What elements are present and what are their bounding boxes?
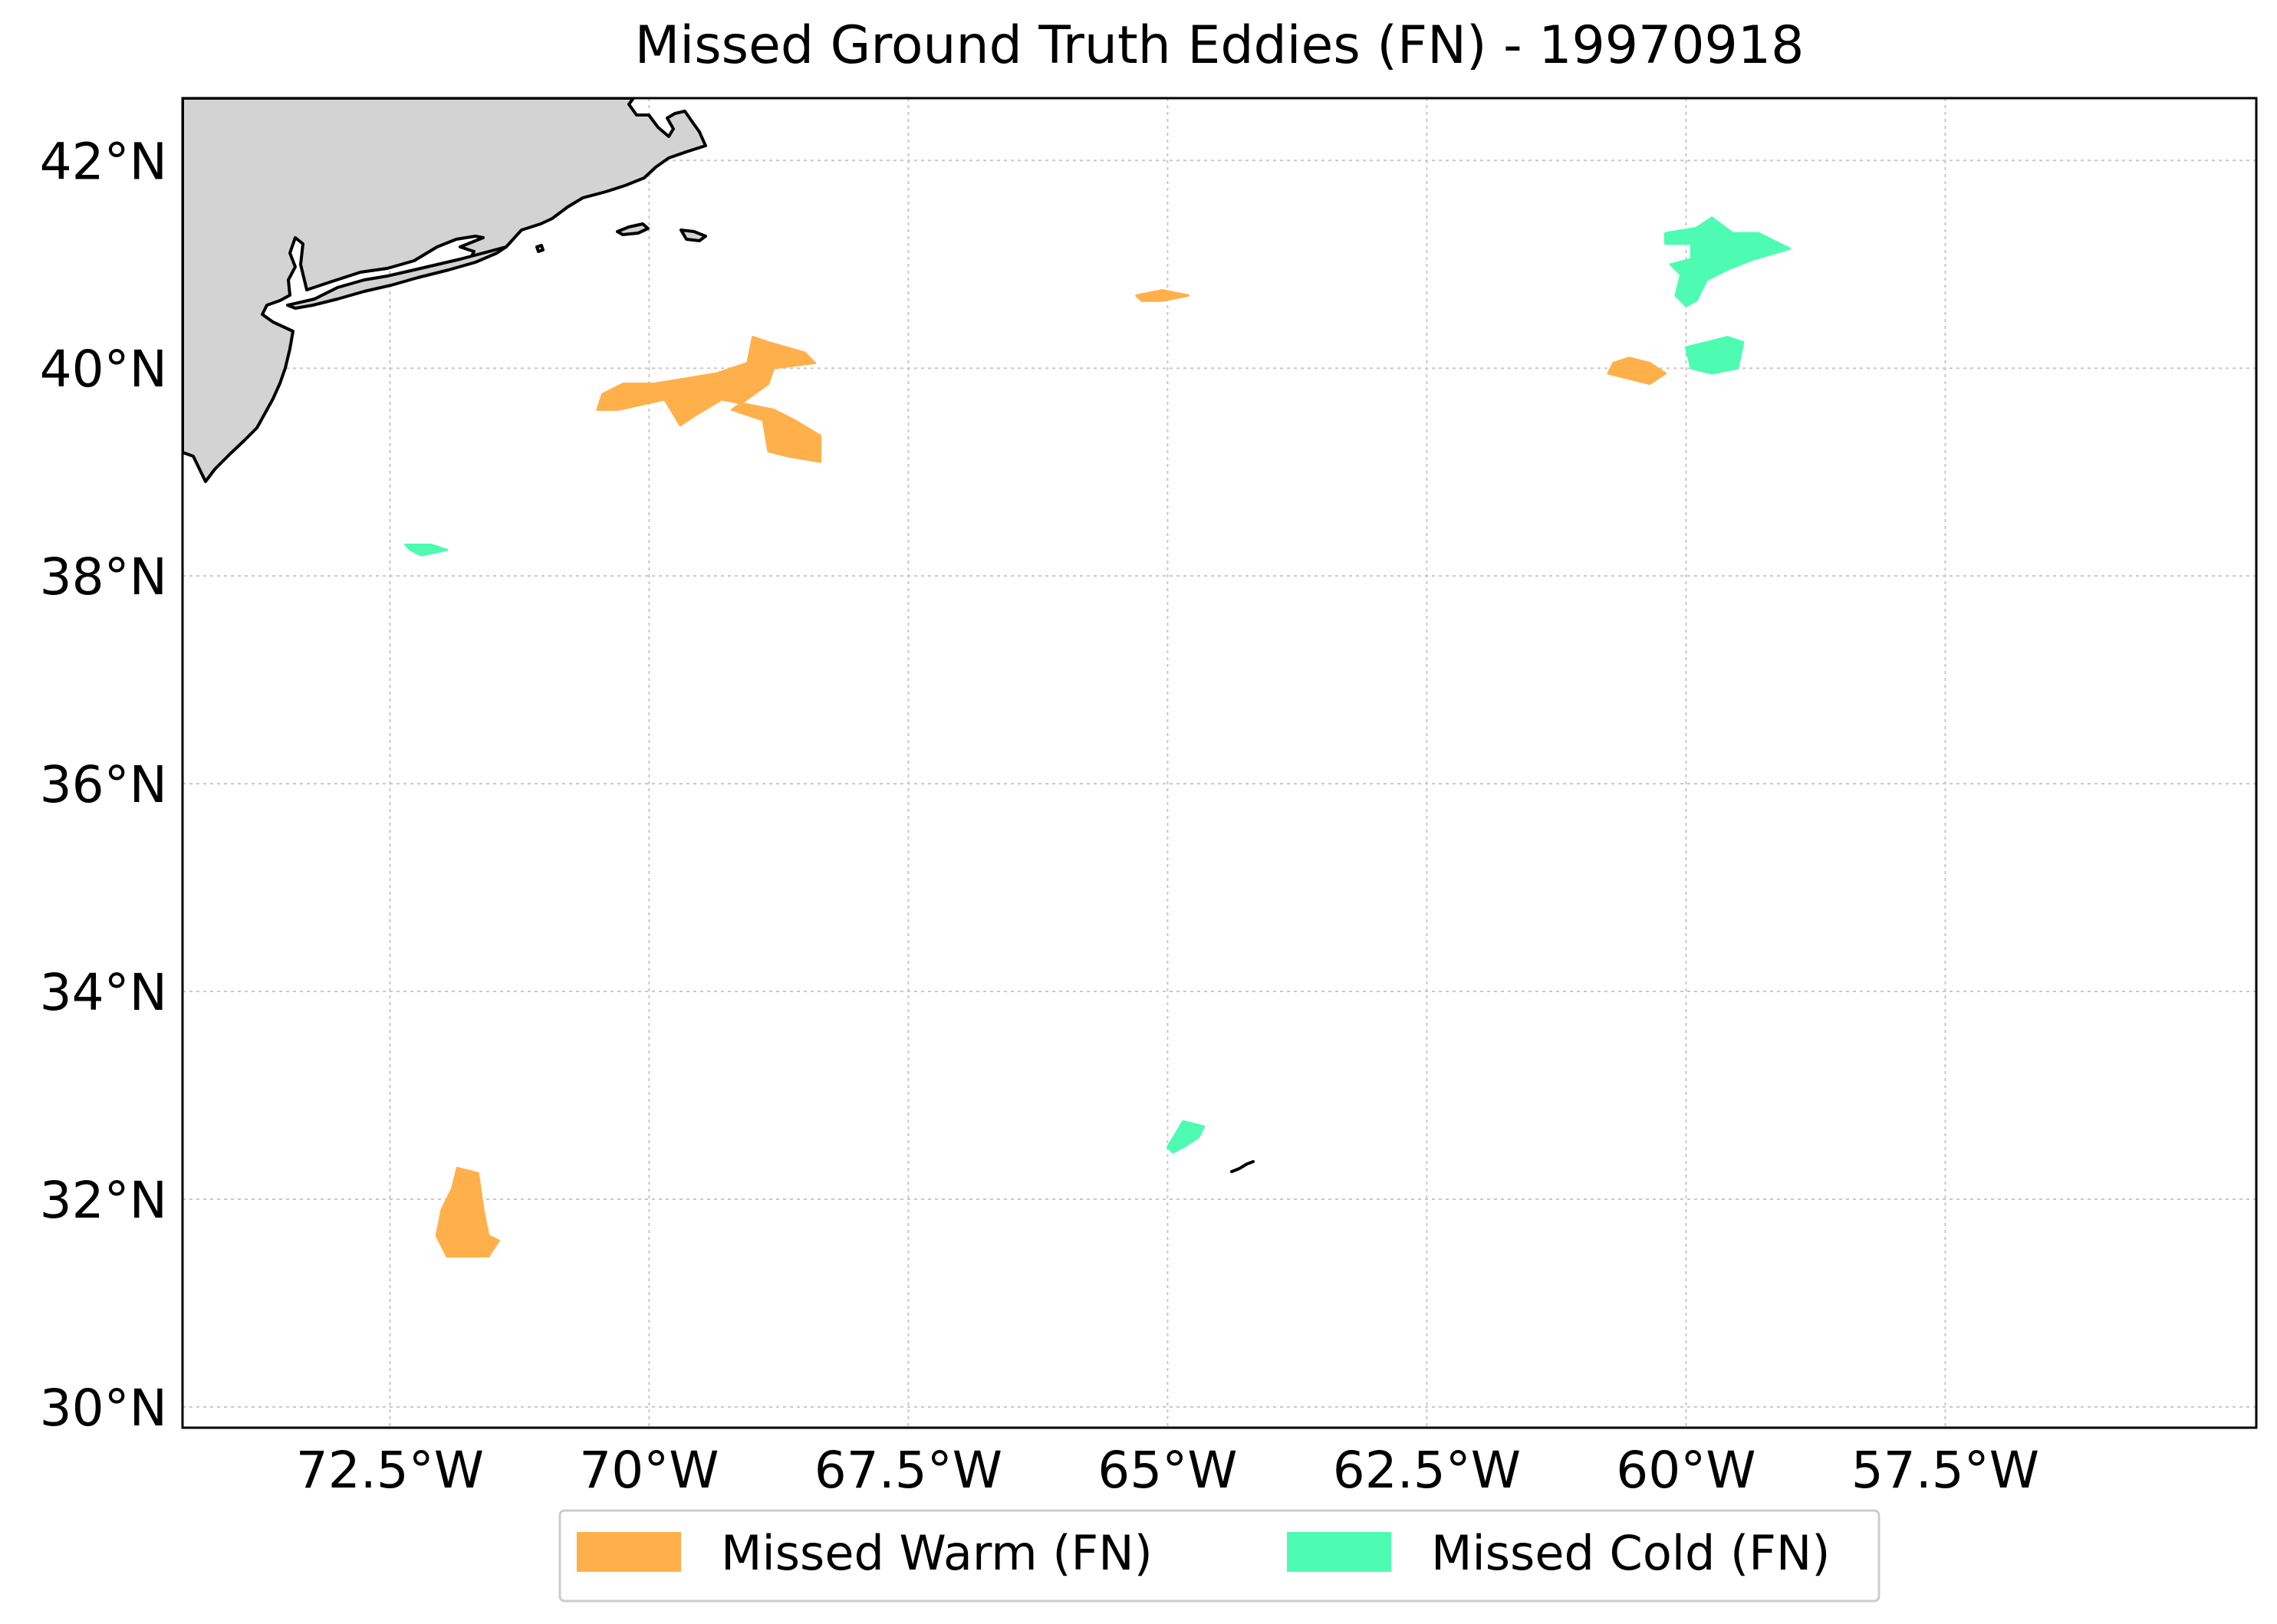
land-islands [616,222,650,236]
legend-frame [558,1509,1880,1603]
lon-tick-label-2: 67.5°W [814,1441,1002,1500]
warm-eddy-2 [1607,357,1667,385]
warm-eddy-3 [435,1166,500,1257]
legend-swatch-cold [1287,1532,1391,1572]
bermuda-coast [1230,1160,1255,1173]
cold-eddy-5 [1684,336,1745,375]
cold-eddy-6 [404,544,449,557]
cold-eddy-4 [1663,216,1792,307]
warm-eddy-1 [1135,289,1190,302]
lat-tick-label-2: 38°N [40,547,167,607]
ocean-background [183,98,2256,1428]
land-mainland [183,98,707,483]
lon-tick-label-4: 62.5°W [1333,1441,1521,1500]
lon-tick-label-6: 57.5°W [1851,1441,2039,1500]
lat-tick-label-5: 32°N [40,1171,167,1230]
longitude-tick-labels: 72.5°W 70°W 67.5°W 65°W 62.5°W 60°W 57.5°W [296,1441,2039,1500]
legend-label-cold: Missed Cold (FN) [1431,1525,1830,1581]
lat-tick-label-0: 42°N [40,132,167,191]
eddy-layer [404,216,1792,1257]
map-plot-area [181,97,2258,1429]
lat-tick-label-6: 30°N [40,1379,167,1438]
legend-label-warm: Missed Warm (FN) [721,1525,1153,1581]
land-block-island [535,244,545,253]
lon-tick-label-3: 65°W [1097,1441,1237,1500]
lon-tick-label-5: 60°W [1616,1441,1755,1500]
legend-swatch-warm [577,1532,681,1572]
map-frame [181,97,2258,1429]
legend: Missed Warm (FN) Missed Cold (FN) [558,1509,1880,1603]
land-nantucket [679,228,707,242]
land-long-island [286,245,508,310]
lat-tick-label-3: 36°N [40,755,167,814]
lat-tick-label-4: 34°N [40,963,167,1022]
chart-title: Missed Ground Truth Eddies (FN) - 199709… [635,15,1805,76]
lat-tick-label-1: 40°N [40,340,167,399]
lon-tick-label-1: 70°W [579,1441,719,1500]
gridlines [183,98,2256,1428]
cold-eddy-7 [1166,1119,1206,1154]
latitude-tick-labels: 42°N 40°N 38°N 36°N 34°N 32°N 30°N [40,132,167,1438]
lon-tick-label-0: 72.5°W [296,1441,484,1500]
warm-eddy-0 [596,336,821,463]
